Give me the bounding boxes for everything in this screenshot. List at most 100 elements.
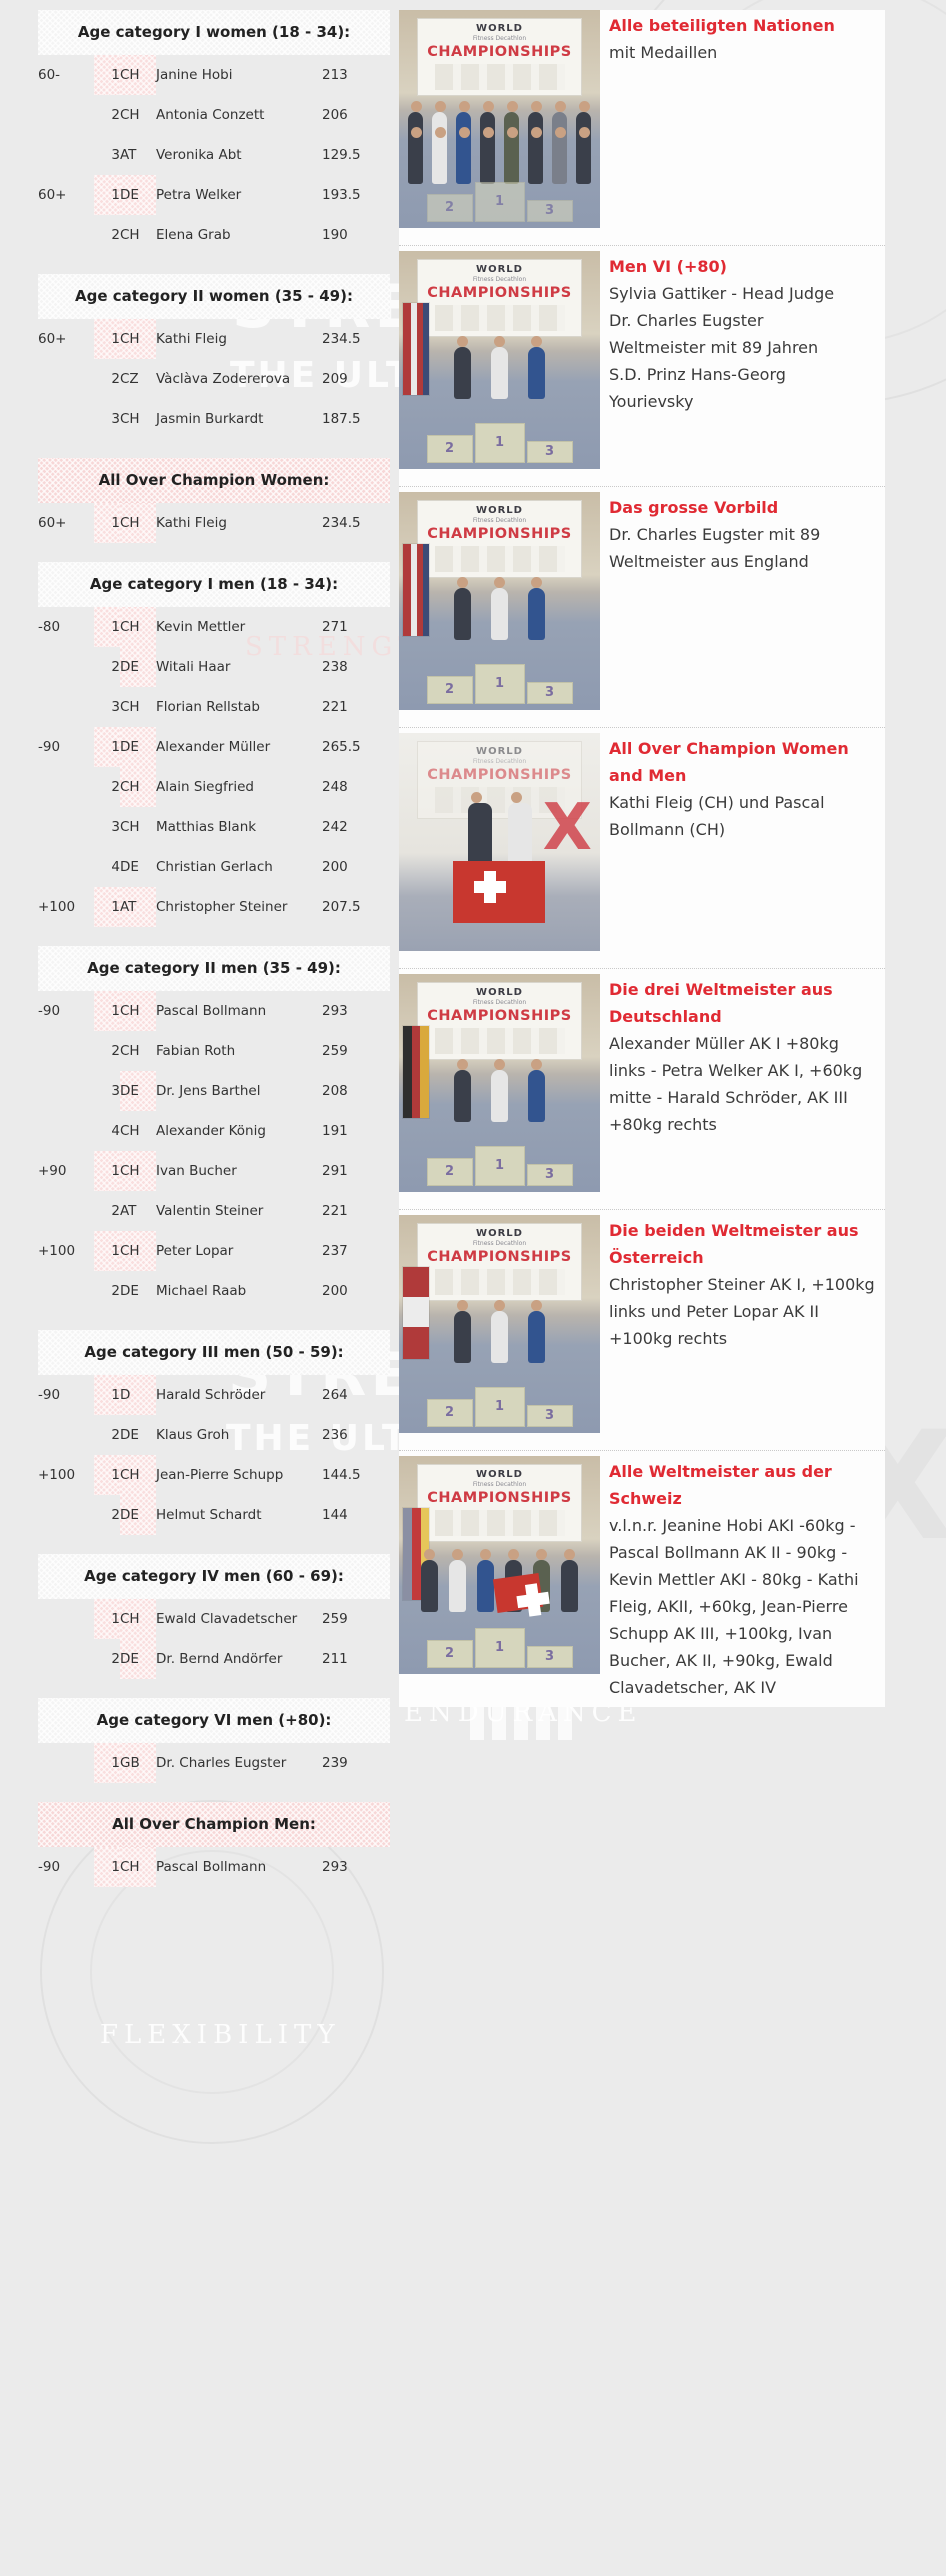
athlete-name-cell: Veronika Abt (156, 147, 242, 163)
banner-graphic: WORLD Fitness Decathlon CHAMPIONSHIPS (417, 982, 582, 1060)
section-header: All Over Champion Women: (38, 458, 390, 503)
athlete-name-cell: Kevin Mettler (156, 619, 246, 635)
photo-caption-text: Kathi Fleig (CH) und Pascal Bollmann (CH… (609, 793, 825, 839)
section-header-row: All Over Champion Women: (38, 458, 390, 503)
result-row: 3 AT Veronika Abt 129.5 (38, 135, 390, 175)
result-row: 60- 1 CH Janine Hobi 213 (38, 55, 390, 95)
rank-cell: 1 (94, 887, 120, 927)
country-code-cell: DE (120, 1639, 156, 1679)
rank-cell: 1 (94, 1375, 120, 1415)
podium-step-2: 2 (426, 1640, 473, 1668)
rank-cell: 1 (94, 503, 120, 543)
podium-blocks: 2 1 3 (399, 1624, 600, 1668)
championship-photo[interactable]: WORLD Fitness Decathlon CHAMPIONSHIPS X … (399, 1215, 600, 1433)
weight-class-cell: -80 (38, 619, 61, 635)
swiss-flag-graphic (453, 861, 545, 923)
weight-class-cell: 60+ (38, 515, 67, 531)
championship-photo[interactable]: WORLD Fitness Decathlon CHAMPIONSHIPS X … (399, 492, 600, 710)
weight-class-cell (38, 767, 94, 807)
athlete-name-cell: Elena Grab (156, 227, 231, 243)
championship-photo[interactable]: WORLD Fitness Decathlon CHAMPIONSHIPS X … (399, 1456, 600, 1674)
championship-photo[interactable]: WORLD Fitness Decathlon CHAMPIONSHIPS X … (399, 10, 600, 228)
rank-cell: 2 (111, 1427, 120, 1443)
rank-cell: 2 (111, 1651, 120, 1667)
banner-world-text: WORLD (476, 746, 523, 757)
banner-subtitle-text: Fitness Decathlon (472, 999, 527, 1006)
weight-class-cell (38, 1639, 94, 1679)
rank-cell: 1 (94, 1599, 120, 1639)
weight-class-cell: 60+ (38, 331, 67, 347)
banner-world-text: WORLD (476, 987, 523, 998)
flags-graphic (403, 1026, 429, 1118)
country-code-cell: AT (120, 1203, 137, 1219)
championship-photo[interactable]: WORLD Fitness Decathlon CHAMPIONSHIPS X … (399, 733, 600, 951)
country-code-cell: DE (120, 175, 156, 215)
score-cell: 206 (322, 107, 348, 123)
score-cell: 207.5 (322, 899, 361, 915)
score-cell: 237 (322, 1243, 348, 1259)
flags-graphic (403, 544, 429, 636)
weight-class-cell: 60+ (38, 187, 67, 203)
weight-class-cell (38, 135, 94, 175)
score-cell: 221 (322, 699, 348, 715)
banner-championships-text: CHAMPIONSHIPS (427, 1008, 572, 1024)
photo-caption-text: Christopher Steiner AK I, +100kg links u… (609, 1275, 875, 1348)
banner-subtitle-text: Fitness Decathlon (472, 1240, 527, 1247)
result-row: +100 1 AT Christopher Steiner 207.5 (38, 887, 390, 927)
country-code-cell: CH (120, 1231, 156, 1271)
banner-graphic: WORLD Fitness Decathlon CHAMPIONSHIPS (417, 1223, 582, 1301)
banner-world-text: WORLD (476, 264, 523, 275)
athlete-name-cell: Michael Raab (156, 1283, 247, 1299)
weight-class-cell: +100 (38, 899, 76, 915)
photo-caption: Die drei Weltmeister aus Deutschland Ale… (600, 974, 885, 1138)
athlete-name-cell: Jean-Pierre Schupp (156, 1467, 284, 1483)
country-code-cell: CH (120, 1599, 156, 1639)
banner-graphic: WORLD Fitness Decathlon CHAMPIONSHIPS (417, 500, 582, 578)
score-cell: 291 (322, 1163, 348, 1179)
athlete-name-cell: Vàclàva Zodererova (156, 371, 291, 387)
weight-class-cell (38, 1599, 94, 1639)
country-code-cell: CH (120, 1123, 140, 1139)
section-spacer (38, 1783, 390, 1802)
championship-photo[interactable]: WORLD Fitness Decathlon CHAMPIONSHIPS X … (399, 974, 600, 1192)
photo-caption-title: Alle beteiligten Nationen (609, 16, 835, 35)
athlete-name-cell: Ivan Bucher (156, 1163, 237, 1179)
athlete-name-cell: Alain Siegfried (156, 779, 254, 795)
photo-caption-title: Men VI (+80) (609, 257, 727, 276)
section-header-row: Age category III men (50 - 59): (38, 1330, 390, 1375)
rank-cell: 2 (111, 659, 120, 675)
country-code-cell: DE (120, 1427, 139, 1443)
gallery-item: WORLD Fitness Decathlon CHAMPIONSHIPS X … (399, 1215, 885, 1451)
championship-photo[interactable]: WORLD Fitness Decathlon CHAMPIONSHIPS X … (399, 251, 600, 469)
rank-cell: 1 (94, 1743, 120, 1783)
score-cell: 293 (322, 1859, 348, 1875)
photo-caption-text: mit Medaillen (609, 43, 718, 62)
athlete-name-cell: Dr. Bernd Andörfer (156, 1651, 283, 1667)
score-cell: 190 (322, 227, 348, 243)
weight-class-cell: -90 (38, 1387, 61, 1403)
banner-championships-text: CHAMPIONSHIPS (427, 44, 572, 60)
weight-class-cell (38, 1071, 94, 1111)
result-row: 2 CH Fabian Roth 259 (38, 1031, 390, 1071)
rank-cell: 2 (111, 1203, 120, 1219)
photo-caption: Die beiden Weltmeister aus Österreich Ch… (600, 1215, 885, 1352)
podium-step-3: 3 (526, 1405, 573, 1427)
result-row: 2 DE Witali Haar 238 (38, 647, 390, 687)
athlete-name-cell: Alexander König (156, 1123, 266, 1139)
podium-step-1: 1 (474, 664, 525, 704)
gallery-item: WORLD Fitness Decathlon CHAMPIONSHIPS X … (399, 10, 885, 246)
result-row: 2 CZ Vàclàva Zodererova 209 (38, 359, 390, 399)
podium-step-2: 2 (426, 435, 473, 463)
people-silhouettes-row2 (399, 127, 600, 184)
photo-caption-title: Die beiden Weltmeister aus Österreich (609, 1221, 859, 1267)
weight-class-cell: -90 (38, 739, 61, 755)
watermark-word-flex: FLEXIBILITY (100, 2020, 341, 2050)
athlete-name-cell: Peter Lopar (156, 1243, 234, 1259)
score-cell: 200 (322, 1283, 348, 1299)
section-spacer (38, 1311, 390, 1330)
athlete-name-cell: Florian Rellstab (156, 699, 260, 715)
weight-class-cell (38, 1271, 94, 1311)
weight-class-cell: -90 (38, 1003, 61, 1019)
section-header: Age category I men (18 - 34): (38, 562, 390, 607)
